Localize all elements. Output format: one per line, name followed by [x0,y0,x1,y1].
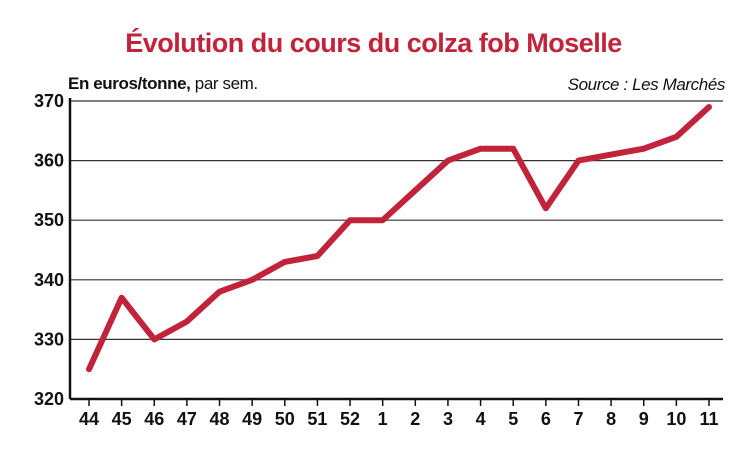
x-tick-label-48: 48 [210,409,230,429]
x-tick-label-45: 45 [112,409,132,429]
x-tick-label-1: 1 [378,409,388,429]
x-tick-label-47: 47 [177,409,197,429]
x-tick-label-10: 10 [666,409,686,429]
unit-label-rest: par sem. [190,74,258,93]
y-tick-label-340: 340 [34,270,64,290]
x-tick-label-44: 44 [79,409,99,429]
x-tick-label-5: 5 [508,409,518,429]
x-tick-label-3: 3 [443,409,453,429]
x-tick-label-52: 52 [340,409,360,429]
source-label: Source : Les Marchés [567,75,726,94]
x-tick-label-46: 46 [144,409,164,429]
x-tick-label-4: 4 [476,409,486,429]
y-tick-label-330: 330 [34,329,64,349]
y-tick-label-370: 370 [34,91,64,111]
y-tick-label-350: 350 [34,210,64,230]
x-tick-label-51: 51 [307,409,327,429]
series-line-0 [86,104,712,373]
x-tick-label-8: 8 [606,409,616,429]
unit-label: En euros/tonne, par sem. [68,74,258,94]
x-tick-label-11: 11 [699,409,718,429]
x-tick-label-2: 2 [410,409,420,429]
x-tick-label-50: 50 [275,409,295,429]
unit-label-bold: En euros/tonne, [68,74,191,93]
x-tick-label-9: 9 [639,409,649,429]
x-tick-label-49: 49 [242,409,262,429]
y-tick-label-320: 320 [34,389,64,409]
x-tick-label-7: 7 [573,409,583,429]
y-tick-label-360: 360 [34,151,64,171]
x-tick-label-6: 6 [541,409,551,429]
chart-title: Évolution du cours du colza fob Moselle [125,28,622,58]
